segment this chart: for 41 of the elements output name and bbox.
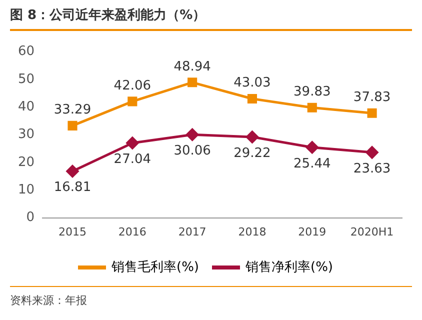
data-label: 33.29 bbox=[54, 102, 92, 118]
point bbox=[68, 120, 78, 130]
point bbox=[367, 108, 377, 118]
chart-title: 图 8：公司近年来盈利能力（%） bbox=[10, 6, 412, 31]
point bbox=[128, 96, 138, 106]
point bbox=[247, 94, 258, 104]
y-tick-label: 20 bbox=[18, 154, 35, 170]
text: 资料来源：年报 bbox=[10, 293, 88, 308]
x-tick-label: 2020H1 bbox=[350, 225, 394, 238]
legend-label: 销售毛利率(%) bbox=[110, 258, 200, 275]
data-label: 43.03 bbox=[234, 76, 271, 91]
data-label: 48.94 bbox=[174, 59, 211, 74]
data-label: 37.83 bbox=[353, 90, 391, 106]
point bbox=[307, 102, 317, 112]
data-label: 29.22 bbox=[234, 146, 271, 161]
point bbox=[126, 136, 139, 150]
x-tick-label: 2019 bbox=[298, 225, 326, 238]
y-tick-label: 10 bbox=[18, 182, 35, 198]
x-tick-label: 2018 bbox=[238, 225, 266, 238]
data-label: 27.04 bbox=[114, 152, 152, 167]
y-tick-label: 30 bbox=[18, 127, 35, 142]
data-label: 42.06 bbox=[114, 78, 152, 94]
data-label: 23.63 bbox=[353, 161, 391, 176]
y-tick-label: 60 bbox=[18, 44, 35, 60]
point bbox=[306, 141, 318, 154]
data-label: 39.83 bbox=[294, 84, 331, 100]
x-tick-label: 2017 bbox=[178, 225, 206, 238]
x-tick-label: 2015 bbox=[58, 225, 86, 238]
point bbox=[188, 78, 198, 88]
point bbox=[366, 146, 378, 159]
legend-label: 销售净利率(%) bbox=[244, 258, 333, 275]
y-tick-label: 0 bbox=[26, 210, 35, 226]
point bbox=[66, 165, 79, 178]
y-tick-label: 50 bbox=[18, 72, 35, 87]
point bbox=[186, 128, 199, 141]
data-label: 16.81 bbox=[54, 180, 92, 196]
data-label: 30.06 bbox=[174, 144, 211, 159]
point bbox=[246, 130, 258, 144]
data-label: 25.44 bbox=[294, 156, 331, 172]
x-tick-label: 2016 bbox=[118, 225, 146, 238]
y-tick-label: 40 bbox=[18, 100, 35, 115]
